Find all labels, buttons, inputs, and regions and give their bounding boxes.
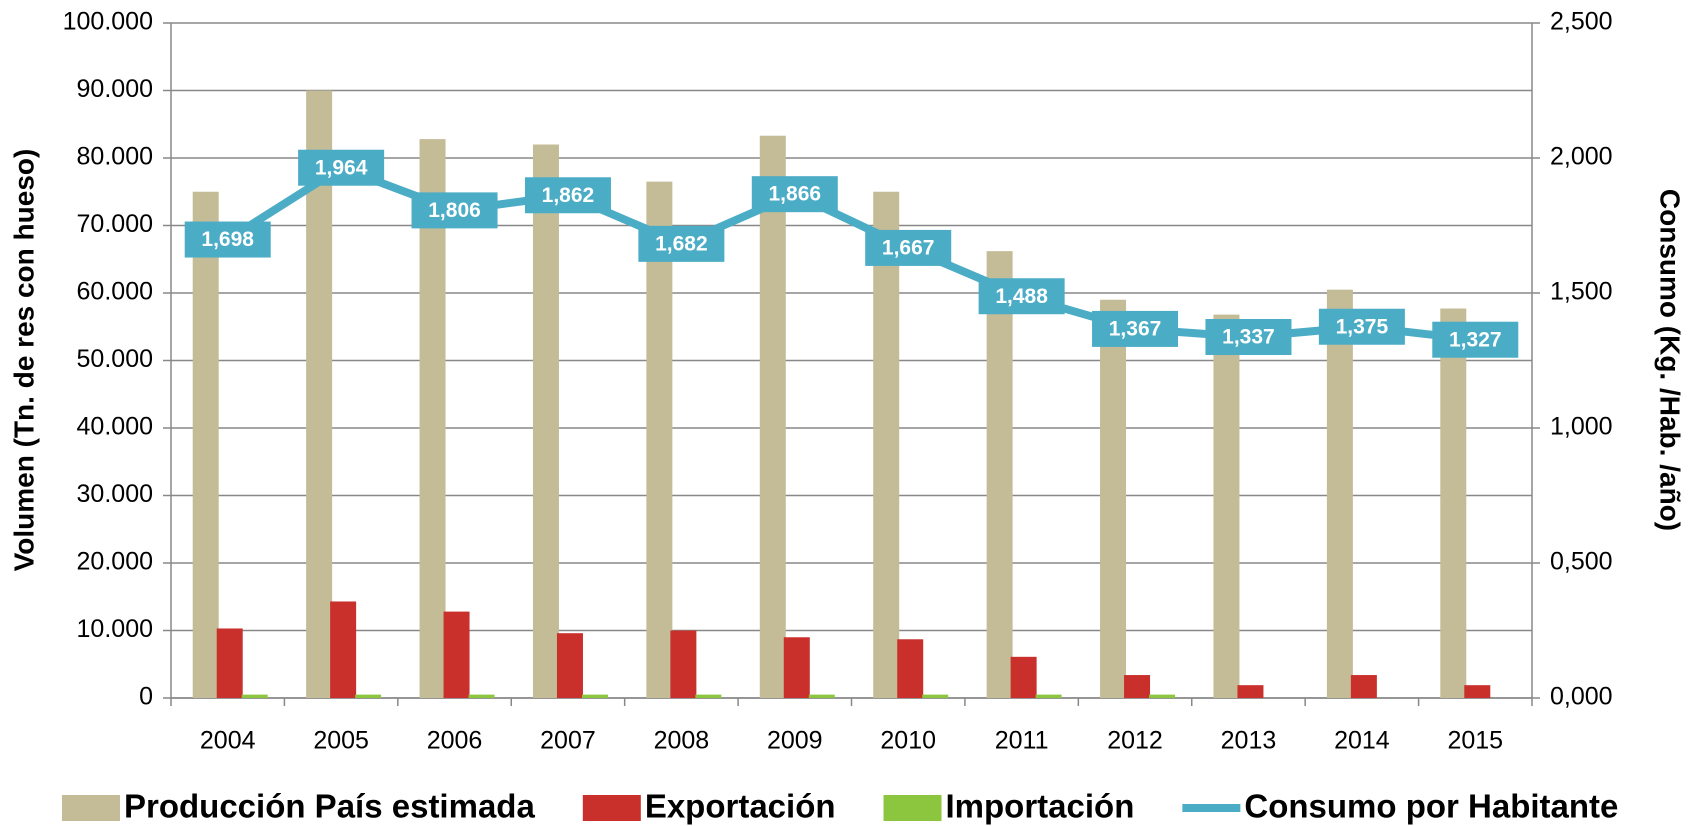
bar [443, 611, 470, 698]
data-label: 1,862 [542, 184, 595, 207]
y-tick-label: 100.000 [63, 8, 153, 36]
data-label: 1,375 [1336, 315, 1389, 338]
y-tick-label: 0 [139, 683, 153, 711]
y2-tick-label: 2,000 [1550, 143, 1613, 171]
bar [897, 639, 924, 698]
data-label: 1,488 [995, 285, 1048, 308]
data-label: 1,367 [1109, 317, 1162, 340]
x-tick-label: 2014 [1334, 727, 1390, 755]
x-tick-label: 2011 [995, 727, 1049, 755]
x-tick-label: 2008 [654, 727, 710, 755]
bar [759, 135, 786, 699]
y-axis-label: Volumen (Tn. de res con hueso) [8, 149, 39, 572]
bar [1350, 675, 1377, 698]
y-tick-label: 30.000 [77, 480, 153, 508]
data-label-box [865, 229, 952, 266]
legend-label: Importación [946, 788, 1135, 825]
y-tick-label: 20.000 [77, 548, 153, 576]
y-tick-label: 40.000 [77, 413, 153, 441]
bar [1149, 694, 1176, 698]
x-tick-label: 2010 [880, 727, 936, 755]
bar [241, 694, 268, 698]
legend-swatch [582, 795, 641, 821]
bar [355, 694, 382, 698]
data-label-box [524, 177, 611, 214]
legend-label: Producción País estimada [124, 788, 535, 825]
bar [808, 694, 835, 698]
bar [783, 637, 810, 698]
bar [1440, 308, 1467, 698]
data-label-box [1432, 321, 1519, 358]
data-label-box [184, 221, 271, 258]
x-tick-label: 2015 [1447, 727, 1503, 755]
data-label: 1,866 [769, 183, 822, 206]
bar [922, 694, 949, 698]
data-label-box [298, 149, 385, 186]
bar [1010, 656, 1037, 698]
y2-tick-label: 0,500 [1550, 548, 1613, 576]
y2-tick-label: 2,500 [1550, 8, 1613, 36]
y-tick-label: 90.000 [77, 75, 153, 103]
y2-tick-label: 1,000 [1550, 413, 1613, 441]
bar [1100, 299, 1127, 698]
data-label: 1,327 [1449, 328, 1502, 351]
x-tick-label: 2012 [1107, 727, 1163, 755]
data-label-box [978, 278, 1065, 315]
data-label-box [638, 225, 725, 262]
bar [468, 694, 495, 698]
data-label: 1,682 [655, 232, 708, 255]
data-label: 1,964 [315, 156, 368, 179]
y2-tick-label: 1,500 [1550, 278, 1613, 306]
x-tick-label: 2004 [200, 727, 256, 755]
bar [1464, 685, 1491, 698]
bar [419, 139, 446, 699]
data-label-box [1092, 310, 1179, 347]
y-tick-label: 10.000 [77, 615, 153, 643]
data-label-box [1205, 319, 1292, 356]
data-label: 1,806 [428, 199, 481, 222]
y-tick-label: 80.000 [77, 143, 153, 171]
bar [695, 694, 722, 698]
x-tick-label: 2013 [1221, 727, 1277, 755]
bar [532, 144, 559, 698]
y-tick-label: 70.000 [77, 210, 153, 238]
bar [646, 181, 673, 698]
bar [1237, 685, 1264, 698]
bar [1326, 289, 1353, 698]
data-label-box [1318, 308, 1405, 345]
x-tick-label: 2006 [427, 727, 483, 755]
legend-label: Exportación [645, 788, 836, 825]
legend-swatch [62, 795, 120, 821]
data-label: 1,667 [882, 236, 935, 259]
bar [192, 191, 219, 698]
bar [1035, 694, 1062, 698]
data-label-box [751, 176, 838, 213]
data-label: 1,337 [1222, 326, 1275, 349]
legend-label: Consumo por Habitante [1244, 788, 1618, 825]
bar [581, 694, 608, 698]
bar [1213, 314, 1240, 698]
bar [1124, 675, 1151, 698]
x-tick-label: 2005 [313, 727, 369, 755]
bar [556, 633, 583, 698]
data-label-box [411, 192, 498, 229]
y2-tick-label: 0,000 [1550, 683, 1613, 711]
x-tick-label: 2009 [767, 727, 823, 755]
data-label: 1,698 [201, 228, 254, 251]
legend-swatch [883, 795, 942, 821]
y2-axis-label: Consumo (Kg. /Hab. /año) [1655, 189, 1686, 531]
x-tick-label: 2007 [540, 727, 596, 755]
bar [986, 251, 1013, 698]
y-tick-label: 60.000 [77, 278, 153, 306]
bar [670, 630, 697, 698]
bar [330, 601, 357, 698]
bar [873, 191, 900, 698]
y-tick-label: 50.000 [77, 345, 153, 373]
bar [216, 628, 243, 698]
